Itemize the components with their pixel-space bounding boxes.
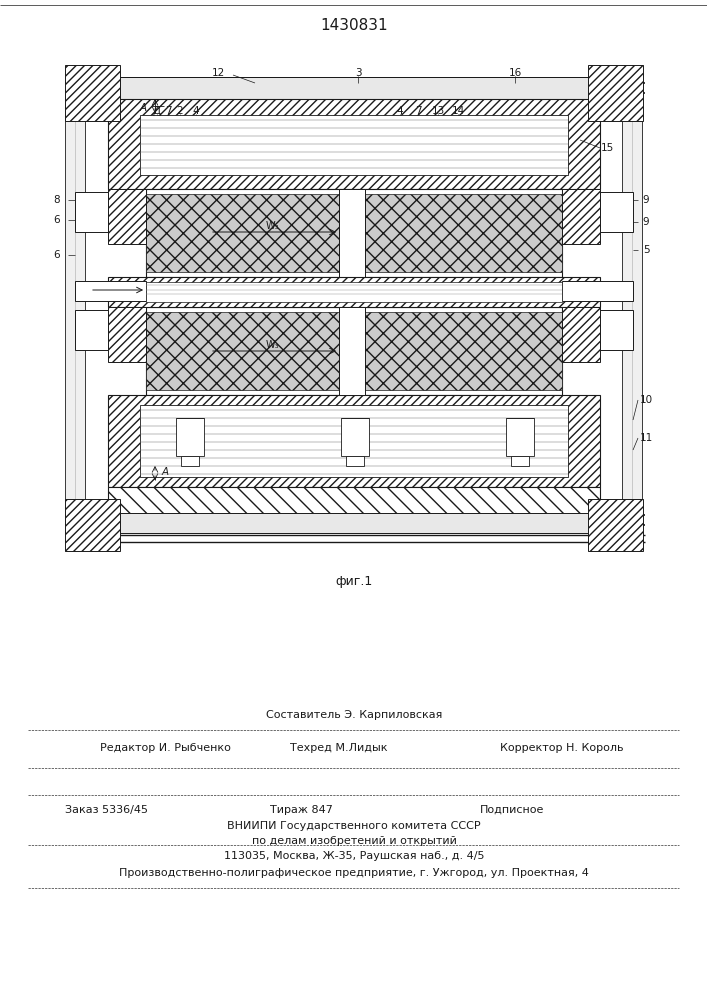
Bar bbox=[108, 99, 600, 189]
Bar bbox=[146, 282, 562, 302]
Bar bbox=[108, 307, 146, 362]
Bar bbox=[341, 418, 369, 456]
Text: 4: 4 bbox=[193, 106, 199, 116]
Text: W₃: W₃ bbox=[265, 221, 279, 231]
Text: А: А bbox=[139, 103, 146, 113]
Text: 15: 15 bbox=[600, 143, 614, 153]
Bar bbox=[65, 65, 120, 121]
Text: W₃: W₃ bbox=[265, 340, 279, 350]
Bar bbox=[120, 513, 590, 533]
Text: А: А bbox=[161, 467, 168, 477]
Text: 12: 12 bbox=[211, 68, 225, 78]
Bar bbox=[600, 192, 633, 232]
Bar bbox=[140, 405, 568, 477]
Text: 2: 2 bbox=[177, 106, 183, 116]
Bar bbox=[588, 499, 643, 551]
Text: 1430831: 1430831 bbox=[320, 17, 388, 32]
Text: по делам изобретений и открытий: по делам изобретений и открытий bbox=[252, 836, 457, 846]
Text: 14: 14 bbox=[451, 106, 464, 116]
Text: 9: 9 bbox=[643, 195, 649, 205]
Bar bbox=[339, 189, 365, 277]
Text: Производственно-полиграфическое предприятие, г. Ужгород, ул. Проектная, 4: Производственно-полиграфическое предприя… bbox=[119, 868, 589, 878]
Bar bbox=[588, 65, 643, 121]
Text: 11: 11 bbox=[639, 433, 653, 443]
Text: 9: 9 bbox=[643, 217, 649, 227]
Bar bbox=[140, 115, 568, 175]
Text: 10: 10 bbox=[639, 395, 653, 405]
Bar bbox=[75, 192, 108, 232]
Bar bbox=[346, 456, 364, 466]
Bar bbox=[75, 281, 146, 301]
Bar bbox=[146, 194, 339, 272]
Text: Тираж 847: Тираж 847 bbox=[270, 805, 333, 815]
Bar bbox=[562, 189, 600, 244]
Text: Подписное: Подписное bbox=[480, 805, 544, 815]
Text: 113035, Москва, Ж-35, Раушская наб., д. 4/5: 113035, Москва, Ж-35, Раушская наб., д. … bbox=[223, 851, 484, 861]
Text: 3: 3 bbox=[355, 68, 361, 78]
Text: 8: 8 bbox=[54, 195, 60, 205]
Bar bbox=[600, 310, 633, 350]
Bar bbox=[176, 418, 204, 456]
Bar bbox=[108, 395, 600, 487]
Text: Д: Д bbox=[153, 106, 161, 116]
Text: 7: 7 bbox=[165, 106, 171, 116]
Text: 13: 13 bbox=[431, 106, 445, 116]
Bar bbox=[108, 189, 146, 244]
Bar bbox=[146, 312, 339, 390]
Bar bbox=[181, 456, 199, 466]
Bar bbox=[65, 499, 120, 551]
Text: 6: 6 bbox=[54, 250, 60, 260]
Bar bbox=[108, 277, 600, 307]
Bar bbox=[365, 194, 562, 272]
Text: 6: 6 bbox=[54, 215, 60, 225]
Text: 7: 7 bbox=[415, 106, 421, 116]
Text: фиг.1: фиг.1 bbox=[335, 576, 373, 588]
Bar bbox=[75, 310, 108, 350]
Bar bbox=[146, 189, 562, 277]
Bar bbox=[562, 281, 633, 301]
Text: Составитель Э. Карпиловская: Составитель Э. Карпиловская bbox=[266, 710, 442, 720]
Bar bbox=[120, 77, 590, 99]
Bar bbox=[506, 418, 534, 456]
Bar bbox=[108, 487, 600, 515]
Text: Заказ 5336/45: Заказ 5336/45 bbox=[65, 805, 148, 815]
Text: Техред М.Лидык: Техред М.Лидык bbox=[290, 743, 387, 753]
Text: 5: 5 bbox=[643, 245, 649, 255]
Text: 16: 16 bbox=[508, 68, 522, 78]
Bar bbox=[365, 312, 562, 390]
Text: 4: 4 bbox=[397, 106, 403, 116]
Bar bbox=[146, 307, 562, 395]
Bar bbox=[562, 307, 600, 362]
Bar bbox=[622, 93, 642, 499]
Bar bbox=[339, 307, 365, 395]
Bar bbox=[65, 93, 85, 499]
Text: Корректор Н. Король: Корректор Н. Король bbox=[500, 743, 624, 753]
Bar bbox=[511, 456, 529, 466]
Text: Редактор И. Рыбченко: Редактор И. Рыбченко bbox=[100, 743, 231, 753]
Text: ВНИИПИ Государственного комитета СССР: ВНИИПИ Государственного комитета СССР bbox=[227, 821, 481, 831]
